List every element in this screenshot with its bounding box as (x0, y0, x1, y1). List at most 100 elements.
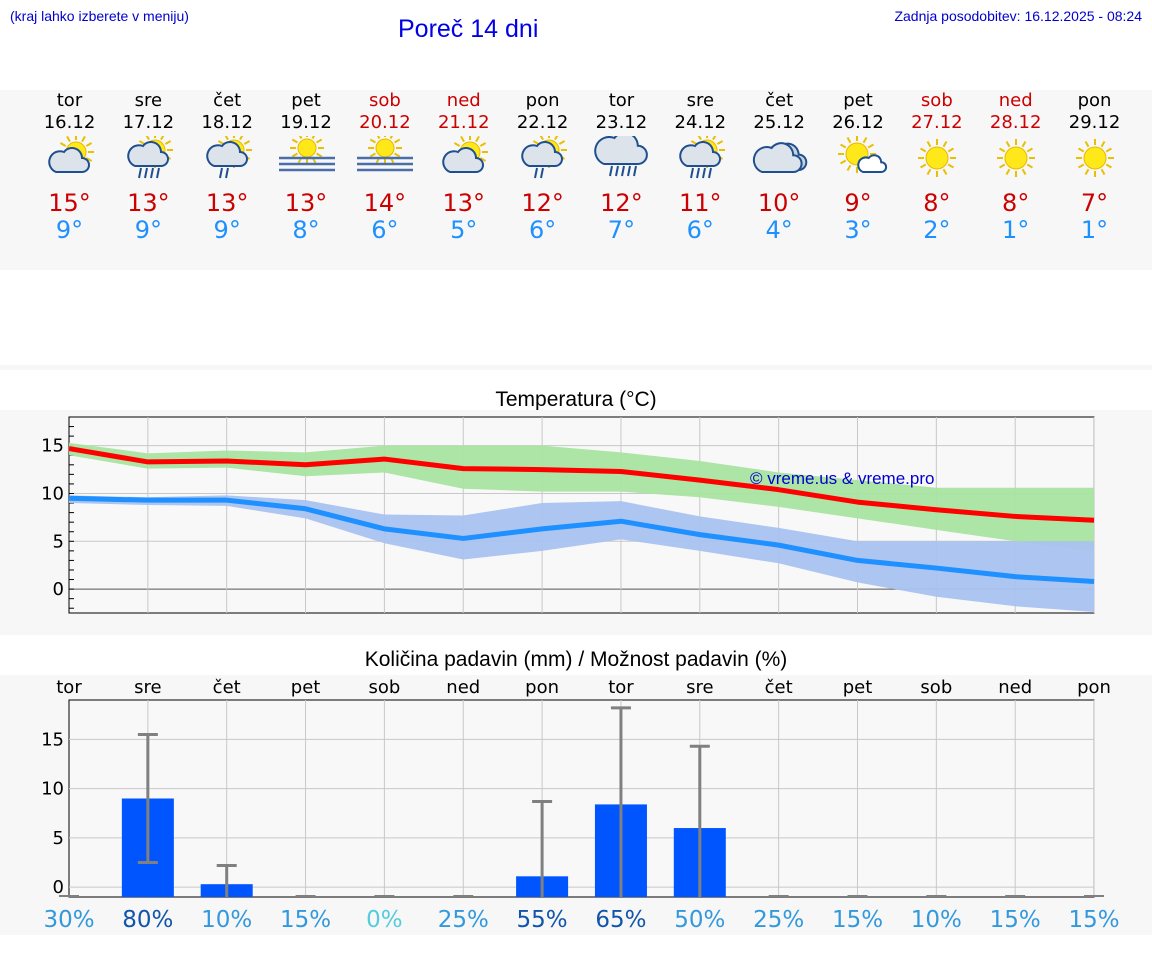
day-name: pon (1077, 90, 1112, 111)
temp-min: 3° (844, 216, 872, 244)
temp-min: 6° (686, 216, 714, 244)
y-tick-label: 10 (41, 483, 64, 504)
day-date: 26.12 (832, 112, 884, 133)
temp-min: 5° (450, 216, 478, 244)
location-hint: (kraj lahko izberete v meniju) (10, 8, 189, 24)
precipitation-probability: 55% (517, 907, 568, 933)
temp-max: 11° (679, 189, 722, 217)
temp-min: 7° (607, 216, 636, 244)
day-forecast: čet 25.12 10° 4° (740, 90, 819, 244)
day-forecast: tor 16.12 15° 9° (30, 90, 109, 244)
day-name: tor (56, 90, 83, 111)
y-tick-label: 5 (53, 828, 64, 849)
day-forecast: pon 22.12 12° 6° (503, 90, 582, 244)
temp-max: 9° (844, 189, 872, 217)
day-forecast: pon 29.12 7° 1° (1055, 90, 1134, 244)
x-tick-label: sre (134, 677, 161, 698)
precipitation-probability: 25% (753, 907, 804, 933)
temp-min: 9° (134, 216, 162, 244)
precipitation-probability: 65% (595, 907, 646, 933)
separator (0, 365, 1152, 370)
day-forecast: pet 26.12 9° 3° (819, 90, 898, 244)
day-forecast: sob 20.12 14° 6° (345, 90, 424, 244)
day-forecast: čet 18.12 13° 9° (188, 90, 267, 244)
x-tick-label: pon (1077, 677, 1111, 698)
temp-min: 9° (55, 216, 84, 244)
sun-fog-icon (357, 136, 414, 172)
precipitation-chart: tor sre čet pet sob ned pon tor sre čet pet sob ned p… (41, 677, 1120, 933)
day-name: pon (525, 90, 560, 111)
x-tick-label: tor (608, 677, 634, 698)
temp-max: 8° (1002, 189, 1030, 217)
sun-cloud-drizzle-icon (205, 136, 252, 179)
day-name: ned (446, 90, 481, 111)
y-tick-label: 5 (53, 531, 64, 552)
day-name: sre (686, 90, 715, 111)
day-date: 25.12 (753, 112, 805, 133)
precipitation-probability: 25% (438, 907, 489, 933)
temp-min: 8° (292, 216, 320, 244)
day-date: 28.12 (989, 112, 1042, 133)
precipitation-probability: 50% (674, 907, 725, 933)
x-tick-label: pet (291, 677, 321, 698)
y-tick-label: 15 (41, 729, 64, 750)
temp-min: 1° (1002, 216, 1030, 244)
x-tick-label: ned (998, 677, 1032, 698)
day-name: pet (843, 90, 873, 111)
cloud-rain-icon (594, 136, 648, 177)
precipitation-probability: 10% (201, 907, 252, 933)
precipitation-probability: 80% (122, 907, 173, 933)
day-name: ned (998, 90, 1033, 111)
day-forecast: sob 27.12 8° 2° (897, 90, 976, 244)
day-date: 20.12 (359, 112, 411, 133)
temp-min: 6° (371, 216, 399, 244)
daily-forecast-strip: tor 16.12 15° 9° sre 17.12 13° 9° čet 18.12 13° 9° p… (0, 90, 1152, 270)
day-date: 23.12 (595, 112, 648, 133)
temp-max: 8° (923, 189, 951, 217)
temp-min: 1° (1080, 216, 1109, 244)
temp-max: 13° (127, 189, 170, 217)
temp-min: 9° (213, 216, 241, 244)
min-temperature-line (68, 495, 1095, 584)
day-date: 18.12 (201, 112, 253, 133)
x-tick-label: pon (525, 677, 559, 698)
day-date: 27.12 (911, 112, 963, 133)
day-forecast: sre 24.12 11° 6° (661, 90, 740, 244)
x-tick-label: sob (920, 677, 952, 698)
precipitation-chart-title: Količina padavin (mm) / Možnost padavin … (364, 648, 788, 671)
page-title: Poreč 14 dni (398, 15, 539, 43)
precipitation-probability: 0% (366, 907, 403, 933)
y-tick-label: 0 (53, 579, 64, 600)
x-tick-label: sob (368, 677, 400, 698)
precipitation-probability: 30% (43, 907, 94, 933)
day-date: 17.12 (122, 112, 175, 133)
y-tick-label: 0 (53, 877, 64, 898)
x-tick-label: sre (686, 677, 713, 698)
day-forecast: tor 23.12 12° 7° (582, 90, 661, 244)
sun-icon (918, 139, 957, 177)
day-forecast: sre 17.12 13° 9° (109, 90, 188, 244)
day-forecast: pet 19.12 13° 8° (267, 90, 346, 244)
precipitation-probability: 15% (990, 907, 1041, 933)
sun-small-cloud-icon (837, 136, 887, 173)
day-date: 29.12 (1068, 112, 1121, 133)
precipitation-probability: 15% (280, 907, 331, 933)
last-updated: Zadnja posodobitev: 16.12.2025 - 08:24 (894, 8, 1142, 24)
sun-cloud-drizzle-icon (521, 136, 568, 179)
temp-min: 6° (528, 216, 557, 244)
day-date: 21.12 (437, 112, 490, 133)
x-tick-label: čet (765, 677, 793, 698)
x-tick-label: tor (56, 677, 82, 698)
day-date: 19.12 (280, 112, 332, 133)
min-range-band (69, 495, 1095, 613)
day-name: pet (291, 90, 321, 111)
sun-cloud-rain-icon (127, 136, 173, 179)
temperature-chart: 0 5 10 15 © vreme.us & vreme.pro (41, 416, 1095, 614)
day-date: 16.12 (43, 112, 96, 133)
y-tick-label: 10 (41, 779, 64, 800)
day-name: čet (213, 90, 242, 111)
clouds-icon (752, 142, 807, 173)
max-range-band (69, 442, 1095, 551)
max-temperature-line (68, 446, 1095, 523)
temp-max: 12° (521, 189, 564, 217)
